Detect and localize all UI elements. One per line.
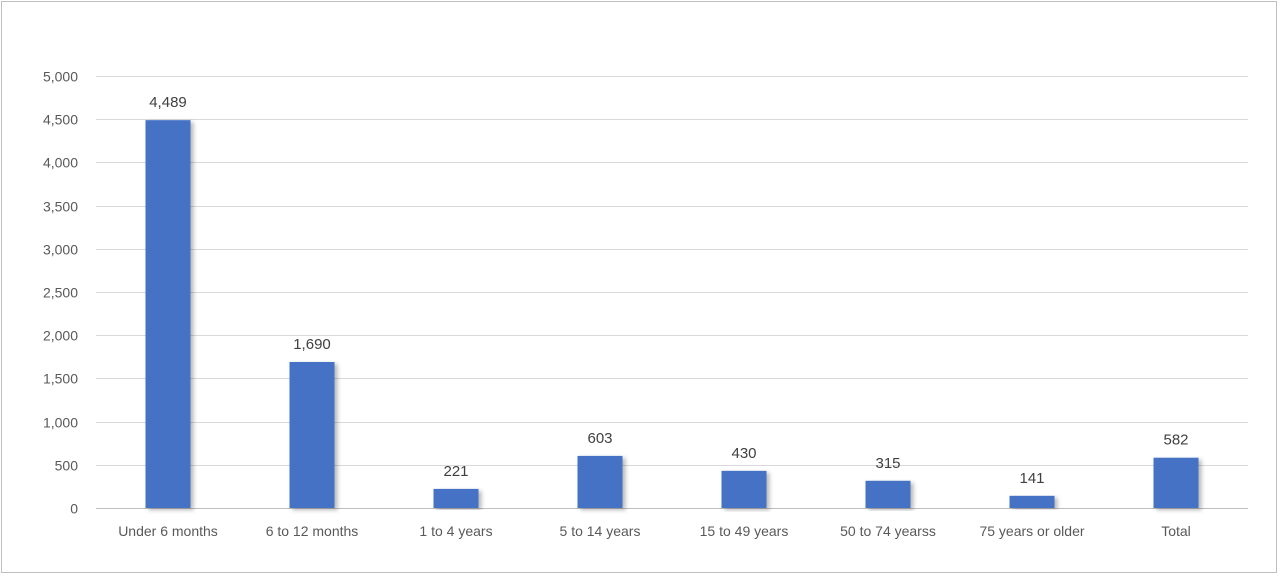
data-label: 141 xyxy=(1019,470,1044,487)
y-tick-label: 1,500 xyxy=(43,371,78,387)
data-label: 221 xyxy=(443,463,468,480)
y-tick-label: 3,500 xyxy=(43,199,78,215)
x-category-label: 50 to 74 yearss xyxy=(840,523,936,539)
x-category-label: 5 to 14 years xyxy=(560,523,641,539)
x-axis-categories: Under 6 months 6 to 12 months 1 to 4 years… xyxy=(118,523,1191,539)
x-category-label: 75 years or older xyxy=(979,523,1084,539)
y-tick-label: 2,000 xyxy=(43,328,78,344)
bar xyxy=(433,488,479,508)
bars xyxy=(145,120,1199,509)
bar xyxy=(289,361,335,508)
y-tick-label: 2,500 xyxy=(43,285,78,301)
y-tick-label: 1,000 xyxy=(43,415,78,431)
data-label: 582 xyxy=(1163,432,1188,449)
x-category-label: Total xyxy=(1161,523,1191,539)
bar xyxy=(145,120,191,509)
x-category-label: 1 to 4 years xyxy=(419,523,492,539)
y-tick-label: 4,500 xyxy=(43,112,78,128)
data-label: 430 xyxy=(731,445,756,462)
data-label: 603 xyxy=(587,430,612,447)
data-label: 1,690 xyxy=(293,336,331,353)
y-tick-label: 5,000 xyxy=(43,69,78,85)
bar xyxy=(865,480,911,508)
bar xyxy=(577,455,623,508)
x-category-label: 15 to 49 years xyxy=(700,523,789,539)
data-label: 315 xyxy=(875,455,900,472)
bar xyxy=(1009,495,1055,508)
y-tick-label: 4,000 xyxy=(43,155,78,171)
data-labels: 4,489 1,690 221 603 430 315 141 582 xyxy=(149,94,1188,487)
chart-frame xyxy=(1,1,1277,573)
y-axis-ticks: 0 500 1,000 1,500 2,000 2,500 3,000 3,500 4,000 4… xyxy=(43,69,78,517)
y-tick-label: 500 xyxy=(55,458,79,474)
bar xyxy=(721,470,767,508)
gridlines xyxy=(96,76,1248,509)
data-label: 4,489 xyxy=(149,94,187,111)
x-category-label: 6 to 12 months xyxy=(266,523,359,539)
bar xyxy=(1153,457,1199,508)
x-category-label: Under 6 months xyxy=(118,523,218,539)
y-tick-label: 3,000 xyxy=(43,242,78,258)
y-tick-label: 0 xyxy=(70,501,78,517)
